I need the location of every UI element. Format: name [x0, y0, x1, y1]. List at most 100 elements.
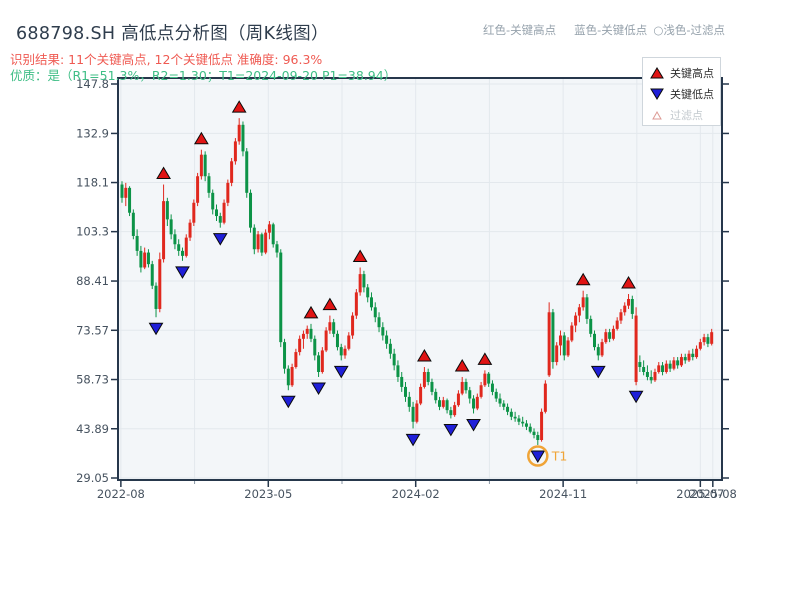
candle-body: [468, 390, 472, 399]
key-high-marker: [352, 249, 368, 262]
candle-body: [702, 337, 706, 343]
candle-body: [509, 411, 513, 417]
candle-body: [430, 381, 434, 392]
candle-body: [710, 332, 714, 344]
candle-body: [472, 398, 476, 409]
candle-body: [279, 252, 283, 343]
candle-body: [502, 403, 506, 407]
candle-body: [385, 335, 389, 344]
key-low-marker: [590, 365, 606, 379]
candle-body: [604, 332, 608, 343]
legend-item-key-low: 关键低点: [650, 83, 720, 104]
candle-body: [498, 398, 502, 404]
candle-body: [494, 391, 498, 399]
candle-body: [540, 411, 544, 441]
candle-body: [404, 386, 407, 397]
candle-body: [441, 400, 445, 407]
candle-body: [241, 124, 245, 152]
y-tick-label: 147.8: [76, 77, 109, 91]
candle-body: [150, 264, 154, 286]
candle-body: [422, 371, 426, 387]
candle-body: [627, 298, 631, 306]
candle-body: [664, 363, 668, 372]
candle-body: [445, 400, 449, 411]
candle-body: [169, 219, 173, 235]
candle-body: [184, 237, 188, 256]
candle-body: [695, 348, 699, 358]
candle-body: [528, 426, 532, 432]
candle-body: [309, 328, 313, 339]
candle-body: [653, 371, 657, 381]
candle-body: [317, 355, 321, 372]
color-hint-row: 红色-关键高点 蓝色-关键低点 ○浅色-过滤点: [483, 22, 725, 38]
candle-body: [483, 373, 487, 386]
candle-body: [366, 287, 370, 298]
candle-body: [332, 322, 336, 334]
candle-body: [407, 396, 411, 407]
candle-body: [547, 312, 551, 376]
candle-body: [691, 353, 695, 358]
key-high-marker: [417, 349, 432, 362]
y-tick-label: 103.3: [76, 225, 109, 239]
candle-body: [649, 376, 653, 381]
legend-item-key-high: 关键高点: [650, 62, 720, 83]
candle-body: [335, 333, 339, 348]
candle-body: [585, 297, 589, 319]
candle-body: [513, 416, 517, 419]
candle-body: [392, 353, 396, 366]
candle-body: [581, 297, 585, 308]
candle-body: [521, 421, 525, 424]
plot-background: [118, 78, 722, 480]
candle-body: [324, 330, 328, 351]
candle-body: [706, 337, 710, 344]
hint-key-high: 红色-关键高点: [483, 23, 557, 37]
candle-body: [411, 406, 415, 422]
candle-body: [211, 192, 215, 210]
candle-body: [698, 342, 702, 349]
candle-body: [245, 151, 249, 193]
candle-body: [264, 232, 268, 253]
candle-body: [438, 400, 442, 407]
x-tick-label: 2025-07: [676, 487, 724, 501]
candle-body: [369, 297, 373, 308]
candle-body: [574, 315, 578, 326]
candle-body: [611, 328, 615, 339]
candle-body: [415, 403, 419, 422]
candle-body: [479, 385, 483, 397]
key-low-marker: [333, 365, 349, 379]
key-high-marker: [231, 100, 247, 113]
x-tick-label: 2024-11: [539, 487, 587, 501]
candle-body: [570, 325, 574, 341]
candle-body: [165, 201, 169, 220]
candle-body: [381, 327, 385, 336]
key-high-marker: [621, 276, 636, 289]
candle-body: [162, 201, 166, 260]
recognition-result-text: 识别结果: 11个关键高点, 12个关键低点 准确度: 96.3%: [10, 52, 323, 67]
candle-body: [600, 342, 604, 356]
x-tick-label: 2024-02: [392, 487, 440, 501]
candle-body: [558, 335, 562, 346]
candle-body: [154, 285, 158, 309]
key-high-marker: [156, 166, 171, 180]
key-low-marker: [311, 382, 326, 395]
x-tick-label: 2025-08: [689, 487, 737, 501]
candle-body: [139, 250, 143, 268]
candle-body: [464, 381, 468, 391]
candle-body: [517, 418, 521, 422]
candle-body: [460, 381, 464, 394]
candle-body: [305, 328, 309, 334]
candle-body: [135, 235, 139, 251]
candle-body: [343, 348, 347, 356]
key-low-marker: [628, 390, 644, 404]
hint-key-low: 蓝色-关键低点: [574, 23, 648, 37]
candle-body: [577, 307, 581, 316]
x-tick-label: 2023-05: [244, 487, 292, 501]
candle-body: [683, 357, 687, 361]
red-up-triangle-icon: [650, 66, 664, 78]
key-low-marker: [148, 322, 164, 336]
candle-body: [290, 367, 294, 386]
candle-body: [275, 244, 279, 253]
candle-body: [271, 224, 275, 245]
candle-body: [634, 315, 638, 382]
